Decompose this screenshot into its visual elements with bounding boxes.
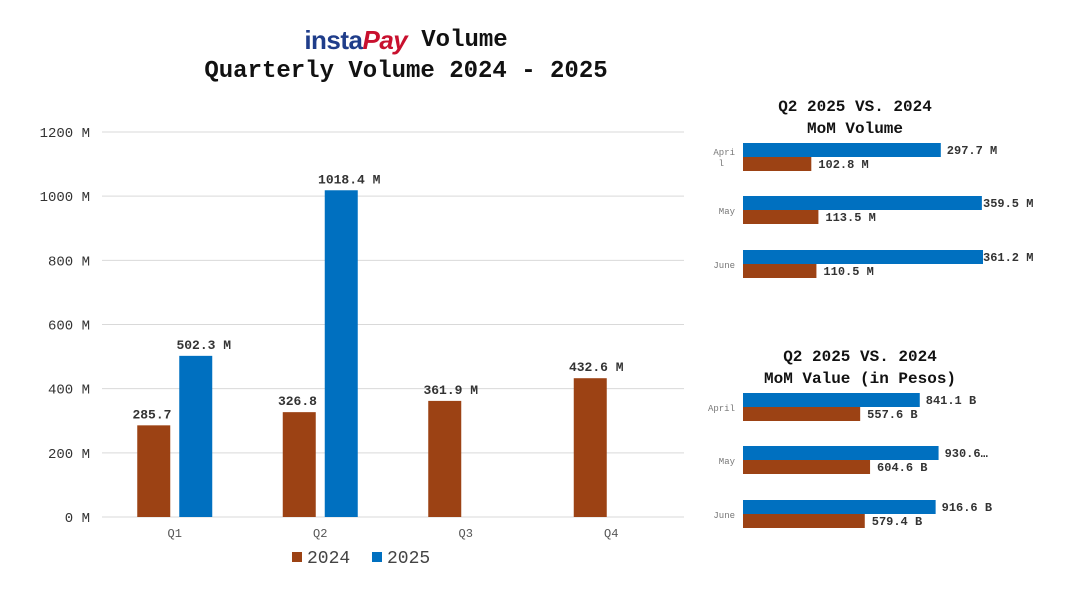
category-label: Apri	[713, 148, 735, 158]
bar-2024-q3	[428, 400, 462, 517]
logo-text-insta: insta	[304, 24, 363, 55]
data-label-2024: 113.5 M	[825, 211, 875, 225]
data-label: 502.3 M	[176, 338, 231, 353]
x-tick-label: Q4	[604, 527, 618, 541]
legend-label-2025: 2025	[387, 549, 430, 569]
bar-2024-q2	[282, 412, 316, 517]
y-tick-label: 400 M	[48, 383, 90, 399]
hbar-2024	[743, 514, 865, 528]
main-chart-title: Quarterly Volume 2024 - 2025	[204, 58, 608, 85]
quarterly-volume-chart: 0 M 200 M 400 M 600 M 800 M 1000 M 1200 M 285.7…	[40, 126, 684, 569]
data-label-2024: 557.6 B	[867, 408, 917, 422]
hbar-2024	[743, 210, 819, 224]
x-tick-label: Q3	[459, 527, 473, 541]
data-label-2025: 361.2 M	[983, 251, 1033, 265]
data-label-2025: 916.6 B	[942, 501, 992, 515]
hbar-2025	[743, 446, 939, 460]
data-label-2025: 359.5 M	[983, 197, 1033, 211]
x-tick-label: Q2	[313, 527, 327, 541]
data-label: 432.6 M	[569, 360, 624, 375]
data-label-2024: 110.5 M	[823, 265, 873, 279]
y-tick-label: 0 M	[65, 511, 90, 527]
bar-2024-q4	[573, 378, 607, 517]
category-label: April	[708, 404, 735, 414]
data-label: 326.8 M	[278, 394, 333, 409]
legend-swatch-2024	[292, 552, 302, 562]
hbar-2025	[743, 500, 936, 514]
bar-2025-q1	[179, 355, 213, 517]
category-label: l	[719, 159, 724, 169]
mom-volume-title-line1: Q2 2025 VS. 2024	[778, 98, 932, 116]
hbar-2025	[743, 250, 983, 264]
y-tick-label: 1000 M	[40, 190, 90, 206]
data-label-2024: 604.6 B	[877, 461, 927, 475]
legend-swatch-2025	[372, 552, 382, 562]
data-label: 361.9 M	[423, 383, 478, 398]
bar-2024-q1	[137, 425, 171, 517]
data-label-2025: 841.1 B	[926, 394, 976, 408]
bar-2025-q2	[324, 190, 358, 517]
mom-volume-title-line2: MoM Volume	[806, 120, 903, 138]
mom-value-title-line2: MoM Value (in Pesos)	[763, 370, 957, 388]
data-label-2024: 579.4 B	[872, 515, 922, 529]
x-tick-label: Q1	[168, 527, 182, 541]
title-row: insta Pay Volume	[0, 22, 812, 58]
page-title: Volume	[421, 26, 508, 54]
y-tick-label: 800 M	[48, 254, 90, 270]
data-label-2025: 297.7 M	[947, 144, 997, 158]
category-label: June	[713, 511, 735, 521]
category-label: May	[719, 207, 736, 217]
y-tick-label: 200 M	[48, 447, 90, 463]
data-label: 1018.4 M	[318, 172, 381, 187]
chart-header: insta Pay Volume Quarterly Volume 2024 - …	[0, 22, 812, 86]
category-label: May	[719, 457, 736, 467]
category-label: June	[713, 261, 735, 271]
hbar-2024	[743, 264, 817, 278]
logo-text-pay: Pay	[362, 24, 408, 55]
hbar-2025	[743, 393, 920, 407]
hbar-2024	[743, 157, 812, 171]
y-tick-label: 600 M	[48, 319, 90, 335]
hbar-2025	[743, 143, 941, 157]
data-label-2024: 102.8 M	[818, 158, 868, 172]
instapay-logo: insta Pay	[304, 25, 407, 56]
mom-value-title-line1: Q2 2025 VS. 2024	[783, 348, 937, 366]
mom-volume-title: Q2 2025 VS. 2024 MoM Volume	[705, 96, 1005, 140]
hbar-2024	[743, 460, 871, 474]
hbar-2025	[743, 196, 982, 210]
hbar-2024	[743, 407, 861, 421]
data-label-2025: 930.6…	[945, 447, 988, 461]
mom-value-chart: 841.1 B 557.6 B April 930.6… 604.6 B May 916.6…	[708, 393, 992, 529]
y-tick-label: 1200 M	[40, 126, 90, 142]
legend-label-2024: 2024	[307, 549, 350, 569]
data-label: 285.7 M	[132, 407, 187, 422]
mom-volume-chart: 297.7 M 102.8 M April 359.5 M 113.5 M May 361.…	[713, 143, 1033, 279]
mom-value-title: Q2 2025 VS. 2024 MoM Value (in Pesos)	[705, 346, 1015, 390]
